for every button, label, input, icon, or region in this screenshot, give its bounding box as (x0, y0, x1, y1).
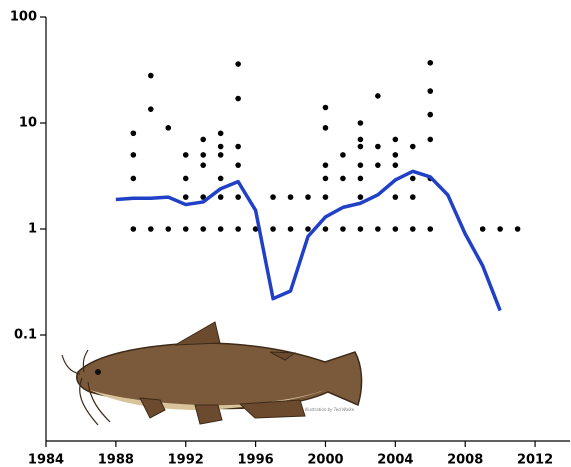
data-point (392, 136, 399, 143)
data-point (514, 226, 521, 232)
y-tick-label: 10 (19, 116, 37, 131)
data-point (392, 162, 399, 168)
data-point (427, 59, 434, 66)
data-point (130, 226, 137, 232)
data-point (217, 130, 224, 137)
data-point (410, 194, 416, 200)
data-point (340, 152, 346, 158)
y-tick-label: 0.1 (14, 328, 37, 343)
data-point (130, 130, 137, 137)
data-point (217, 152, 224, 158)
data-point (375, 162, 381, 168)
data-point (322, 194, 329, 200)
data-point (322, 125, 329, 131)
data-point (200, 152, 206, 158)
data-point (217, 143, 224, 150)
data-point (375, 93, 381, 99)
data-point (497, 226, 503, 232)
fish-illustration: Illustration by Ted Walke (61, 321, 363, 426)
data-point (357, 162, 364, 168)
data-point (357, 175, 364, 182)
x-tick-label: 1988 (98, 453, 134, 467)
data-point (340, 226, 346, 232)
data-point (252, 226, 259, 232)
data-point (235, 61, 241, 67)
data-point (322, 104, 329, 111)
data-point (235, 162, 241, 168)
data-point (182, 175, 189, 182)
data-point (427, 136, 434, 143)
data-point (200, 162, 206, 168)
data-point (410, 226, 416, 232)
data-point (322, 175, 329, 182)
data-point (182, 152, 189, 158)
data-point (305, 226, 311, 232)
data-point (235, 226, 241, 232)
trend-line (115, 169, 502, 312)
data-point (410, 175, 416, 182)
data-point (322, 226, 329, 232)
data-point (200, 226, 206, 232)
y-tick-label: 100 (10, 10, 37, 25)
data-point (410, 143, 416, 150)
data-point (270, 226, 276, 232)
data-point (148, 72, 154, 79)
data-point (357, 120, 364, 126)
image-credit: Illustration by Ted Walke (305, 407, 355, 412)
data-point (479, 226, 486, 232)
y-tick-label: 1 (28, 222, 37, 237)
data-point (357, 136, 364, 143)
data-point (165, 125, 172, 131)
data-point (357, 194, 364, 200)
data-point (217, 226, 224, 232)
data-point (427, 88, 434, 94)
data-point (182, 226, 189, 232)
data-point (375, 143, 381, 150)
data-point (270, 194, 276, 200)
data-point (235, 143, 241, 150)
data-point (235, 95, 241, 102)
data-point (357, 143, 364, 150)
data-point (427, 111, 434, 118)
x-tick-label: 2012 (517, 453, 553, 467)
data-point (200, 194, 206, 200)
data-point (165, 226, 172, 232)
data-point (305, 194, 311, 200)
data-point (200, 136, 206, 143)
x-tick-label: 1996 (238, 453, 274, 467)
data-point (392, 194, 399, 200)
data-point (217, 175, 224, 182)
data-point (130, 175, 137, 182)
x-tick-label: 2004 (377, 453, 413, 467)
data-point (148, 226, 154, 232)
data-point (148, 106, 154, 112)
data-point (235, 194, 241, 200)
data-point (392, 152, 399, 158)
data-point (375, 226, 381, 232)
x-tick-label: 2008 (447, 453, 483, 467)
data-point (340, 175, 346, 182)
data-point (392, 226, 399, 232)
data-point (357, 226, 364, 232)
data-point (182, 194, 189, 200)
data-point (287, 226, 294, 232)
data-point (217, 194, 224, 200)
x-tick-label: 2000 (307, 453, 343, 467)
data-point (130, 152, 137, 158)
x-tick-label: 1992 (168, 453, 204, 467)
data-point (322, 162, 329, 168)
data-point (427, 226, 434, 232)
data-point (287, 194, 294, 200)
x-tick-label: 1984 (28, 453, 64, 467)
